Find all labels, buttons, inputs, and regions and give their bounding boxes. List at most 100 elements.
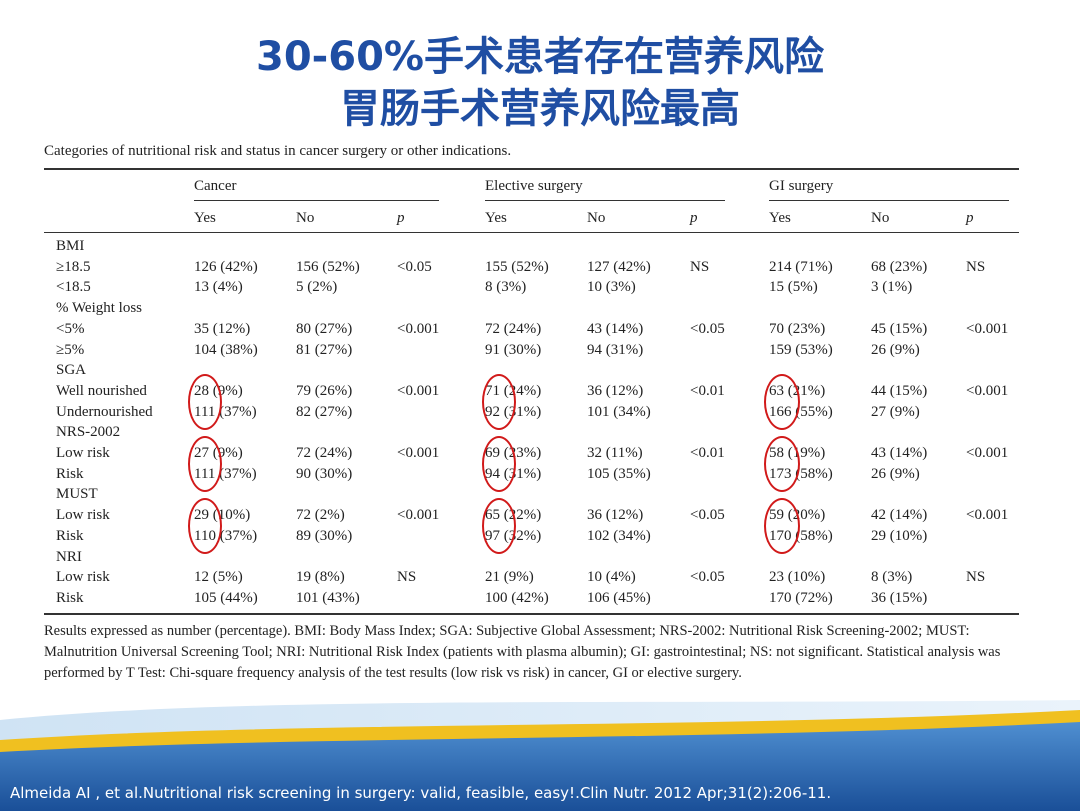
row-label: Undernourished	[56, 403, 153, 420]
table-cell: 159 (53%)	[769, 341, 833, 358]
subheader-p: p	[397, 210, 405, 226]
table-cell: 43 (14%)	[587, 320, 644, 337]
row-label: MUST	[56, 486, 98, 503]
table-cell: 42 (14%)	[871, 507, 928, 524]
table-cell: NS	[690, 258, 710, 275]
table-cell: 36 (15%)	[871, 589, 928, 606]
table-cell: 94 (31%)	[587, 341, 644, 358]
table-footnote: Results expressed as number (percentage)…	[44, 623, 1001, 681]
table-cell: NS	[966, 258, 986, 275]
highlight-circle-cancer-must	[188, 498, 222, 554]
table-cell: 32 (11%)	[587, 445, 643, 461]
table-cell: <0.05	[690, 569, 725, 586]
row-label: NRS-2002	[56, 424, 121, 441]
table-cell: 19 (8%)	[296, 569, 345, 586]
subheader-p: p	[966, 210, 974, 226]
table-cell: 105 (35%)	[587, 465, 651, 482]
table-cell: 126 (42%)	[194, 258, 258, 275]
table-cell: 35 (12%)	[194, 320, 251, 337]
table-cell: <0.05	[397, 258, 432, 275]
table-cell: 8 (3%)	[485, 279, 527, 296]
row-label: ≥5%	[56, 341, 85, 358]
subheader-yes: Yes	[485, 210, 507, 226]
subheader-yes: Yes	[194, 210, 216, 226]
table-cell: <0.05	[690, 507, 725, 524]
group-header-gi: GI surgery	[769, 178, 834, 194]
table-cell: 26 (9%)	[871, 341, 920, 358]
table-cell: 100 (42%)	[485, 589, 549, 606]
table-cell: 101 (34%)	[587, 403, 651, 420]
row-label: Risk	[56, 465, 84, 482]
table-cell: <0.001	[397, 445, 440, 461]
table-cell: 27 (9%)	[871, 403, 920, 420]
footer-band	[0, 700, 1080, 811]
table-cell: <0.05	[690, 320, 725, 337]
table-cell: 26 (9%)	[871, 465, 920, 482]
table-cell: 8 (3%)	[871, 569, 913, 586]
table-cell: 214 (71%)	[769, 258, 833, 275]
table-cell: NS	[397, 569, 417, 586]
table-cell: <0.001	[397, 382, 440, 399]
highlight-circle-elective-nrs	[482, 436, 516, 492]
table-cell: 44 (15%)	[871, 382, 928, 399]
highlight-circle-gi-must	[764, 498, 800, 554]
subheader-p: p	[690, 210, 698, 226]
table-cell: 36 (12%)	[587, 507, 644, 524]
table-cell: <0.01	[690, 382, 725, 399]
highlight-circle-gi-sga	[764, 374, 800, 430]
group-rule-cancer	[194, 200, 439, 201]
row-label: % Weight loss	[56, 300, 143, 317]
row-label: Well nourished	[56, 382, 147, 399]
table-cell: 45 (15%)	[871, 320, 928, 337]
highlight-circle-elective-must	[482, 498, 516, 554]
subheader-no: No	[871, 210, 890, 226]
citation: Almeida AI , et al.Nutritional risk scre…	[10, 784, 832, 802]
table-cell: 12 (5%)	[194, 569, 243, 586]
table-cell: 10 (4%)	[587, 569, 636, 586]
table-cell: <0.001	[397, 507, 440, 524]
slide-title-line2: 胃肠手术营养风险最高	[340, 86, 740, 132]
table-cell: 89 (30%)	[296, 527, 353, 544]
row-label: ≥18.5	[56, 258, 91, 275]
subheader-yes: Yes	[769, 210, 791, 226]
subheader-no: No	[587, 210, 606, 226]
table-cell: 81 (27%)	[296, 341, 353, 358]
row-label: <5%	[56, 320, 85, 337]
table-cell: 72 (2%)	[296, 507, 345, 524]
highlight-circle-cancer-nrs	[188, 436, 222, 492]
table-top-rule	[44, 168, 1019, 170]
table-cell: 3 (1%)	[871, 279, 913, 296]
row-label: NRI	[56, 548, 82, 565]
group-rule-elective	[485, 200, 725, 201]
row-label: BMI	[56, 238, 85, 254]
row-label: Low risk	[56, 507, 110, 524]
row-label: Low risk	[56, 445, 110, 461]
table-cell: 23 (10%)	[769, 569, 826, 586]
table-cell: 101 (43%)	[296, 589, 360, 606]
table-cell: 72 (24%)	[485, 320, 542, 337]
table-cell: 91 (30%)	[485, 341, 542, 358]
table-cell: NS	[966, 569, 986, 586]
slide-title-line1: 30-60%手术患者存在营养风险	[255, 34, 824, 80]
row-label: Risk	[56, 589, 84, 606]
table-cell: <0.001	[966, 445, 1009, 461]
group-header-elective: Elective surgery	[485, 178, 583, 194]
highlight-circle-elective-sga	[482, 374, 516, 430]
subheader-no: No	[296, 210, 315, 226]
table-cell: 90 (30%)	[296, 465, 353, 482]
table-cell: 127 (42%)	[587, 258, 651, 275]
table-cell: 155 (52%)	[485, 258, 549, 275]
table-cell: <0.01	[690, 445, 725, 461]
row-label: Low risk	[56, 569, 110, 586]
table-bottom-rule	[44, 613, 1019, 615]
footer-wave-graphic	[0, 700, 1080, 811]
table-cell: <0.001	[966, 507, 1009, 524]
highlight-circle-cancer-sga	[188, 374, 222, 430]
table-cell: 10 (3%)	[587, 279, 636, 296]
table-cell: <0.001	[397, 320, 440, 337]
row-label: SGA	[56, 362, 87, 379]
table-cell: 80 (27%)	[296, 320, 353, 337]
group-header-cancer: Cancer	[194, 178, 237, 194]
table-cell: 102 (34%)	[587, 527, 651, 544]
table-cell: 79 (26%)	[296, 382, 353, 399]
